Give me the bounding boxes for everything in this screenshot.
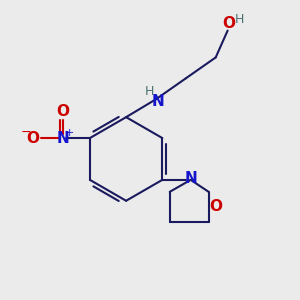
Text: O: O xyxy=(56,104,70,119)
Text: H: H xyxy=(145,85,154,98)
Text: O: O xyxy=(223,16,236,31)
Text: N: N xyxy=(152,94,165,109)
Text: O: O xyxy=(27,130,40,146)
Text: +: + xyxy=(65,128,74,138)
Text: H: H xyxy=(234,13,244,26)
Text: −: − xyxy=(20,126,31,139)
Text: N: N xyxy=(184,171,197,186)
Text: O: O xyxy=(210,199,223,214)
Text: N: N xyxy=(57,130,69,146)
